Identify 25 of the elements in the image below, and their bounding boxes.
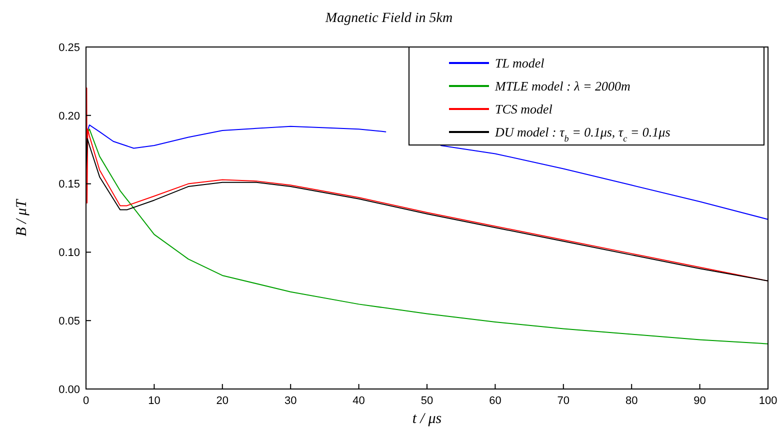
x-tick-label: 40: [352, 395, 365, 407]
x-tick-label: 90: [694, 395, 706, 407]
x-tick-label: 70: [557, 395, 570, 407]
legend-label: TCS model: [495, 102, 553, 116]
x-tick-label: 30: [284, 395, 297, 407]
y-tick-label: 0.25: [58, 42, 80, 54]
x-tick-label: 10: [148, 395, 160, 407]
y-axis-title: B / μT: [14, 198, 30, 236]
x-tick-label: 0: [82, 395, 90, 407]
chart-title: Magnetic Field in 5km: [324, 11, 453, 26]
legend-label: DU model : τ$_{b}$ = 0.1μs, τ$_{c}$ = 0.1μs: [494, 124, 670, 144]
x-tick-label: 20: [216, 395, 229, 407]
legend-label: TL model: [495, 56, 545, 70]
x-tick-label: 50: [420, 395, 434, 407]
x-axis-title: t / μs: [412, 411, 442, 427]
x-tick-label: 60: [489, 395, 502, 407]
legend-label: MTLE model : λ = 2000m: [494, 78, 630, 94]
y-tick-label: 0.20: [58, 110, 80, 122]
y-tick-label: 0.10: [58, 247, 80, 260]
x-tick-label: 100: [758, 395, 778, 407]
y-tick-label: 0.15: [58, 178, 80, 191]
y-tick-label: 0.05: [58, 315, 80, 328]
x-tick-label: 80: [625, 395, 638, 407]
y-tick-label: 0.00: [58, 384, 80, 396]
line-series: [86, 128, 768, 344]
